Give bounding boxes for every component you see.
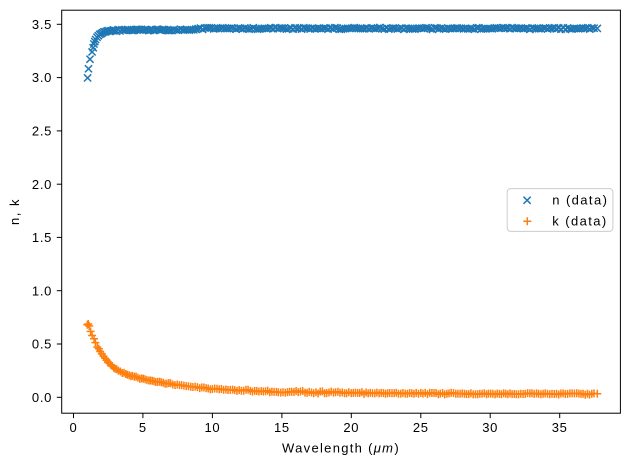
- svg-text:0.0: 0.0: [32, 390, 52, 405]
- svg-text:0.5: 0.5: [32, 337, 52, 352]
- svg-text:15: 15: [274, 420, 290, 435]
- svg-text:25: 25: [413, 420, 429, 435]
- svg-text:3.5: 3.5: [32, 17, 52, 32]
- svg-text:3.0: 3.0: [32, 70, 52, 85]
- svg-text:Wavelength (μm): Wavelength (μm): [282, 441, 400, 456]
- svg-text:0: 0: [70, 420, 78, 435]
- svg-text:2.0: 2.0: [32, 177, 52, 192]
- svg-text:30: 30: [482, 420, 498, 435]
- svg-text:20: 20: [343, 420, 359, 435]
- svg-text:1.5: 1.5: [32, 230, 52, 245]
- svg-text:10: 10: [204, 420, 220, 435]
- svg-text:35: 35: [552, 420, 568, 435]
- svg-text:n (data): n (data): [552, 193, 608, 208]
- svg-text:1.0: 1.0: [32, 283, 52, 298]
- svg-text:k (data): k (data): [552, 214, 607, 229]
- svg-text:n, k: n, k: [7, 198, 22, 225]
- svg-text:5: 5: [139, 420, 147, 435]
- svg-text:2.5: 2.5: [32, 124, 52, 139]
